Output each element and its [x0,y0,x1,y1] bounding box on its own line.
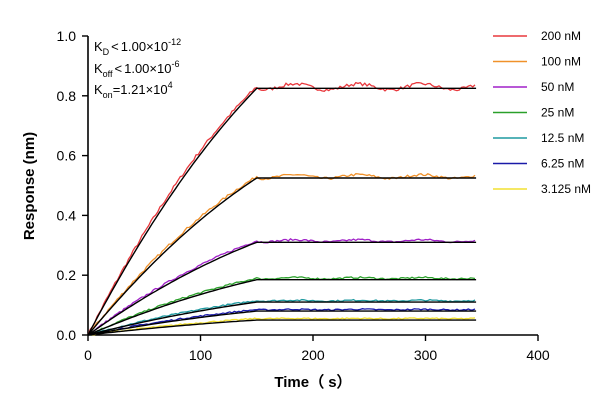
series-line-3-125nM [87,317,476,336]
series-line-200nM [87,81,476,336]
fit-curve-0 [87,87,477,336]
kd-mant: 1.00×10 [121,39,168,54]
legend-label-0: 200 nM [541,29,581,43]
koff-sub: off [103,69,113,79]
legend-label-6: 3.125 nM [541,182,591,196]
koff-k: K [94,61,103,76]
koff-rel: < [115,61,123,76]
legend-label-1: 100 nM [541,55,581,69]
kon-mant: 1.21×10 [120,82,167,97]
kd-k: K [94,39,103,54]
fit-curve-1 [87,177,477,336]
fit-curve-3 [87,279,477,336]
series-line-12-5nM [87,298,476,336]
fit-curve-4 [87,301,477,336]
series-line-50nM [87,237,476,336]
legend: 200 nM 100 nM 50 nM 25 nM 12.5 nM 6.25 nM 3.12… [493,29,591,196]
y-tick-label-2: 0.4 [57,207,77,223]
legend-label-4: 12.5 nM [541,131,584,145]
series-line-25nM [87,275,476,336]
y-tick-label-1: 0.2 [57,267,77,283]
kon-rel: = [113,82,121,97]
fit-layer [87,87,477,336]
kd-annotation: KD <1.00×10-12 [94,37,181,57]
legend-label-3: 25 nM [541,106,574,120]
kon-sub: on [103,90,113,100]
legend-label-2: 50 nM [541,80,574,94]
y-ticks: 0.0 0.2 0.4 0.6 0.8 1.0 [57,28,88,343]
y-tick-label-0: 0.0 [57,327,77,343]
fit-curve-6 [87,319,477,336]
kon-exp: 4 [168,80,173,90]
kd-exp: -12 [168,37,181,47]
y-tick-label-5: 1.0 [57,28,77,44]
x-tick-label-3: 300 [414,347,438,363]
koff-mant: 1.00×10 [124,61,171,76]
koff-annotation: Koff <1.00×10-6 [94,59,179,79]
y-axis-title: Response (nm) [21,132,38,240]
koff-exp: -6 [171,59,179,69]
x-axis-title: Time（ s） [274,373,351,391]
x-tick-label-0: 0 [84,347,92,363]
x-tick-label-1: 100 [189,347,213,363]
y-tick-label-4: 0.8 [57,88,77,104]
kd-sub: D [103,47,110,57]
kinetics-annotation: KD <1.00×10-12 Koff <1.00×10-6 Kon=1.21×10… [94,37,181,100]
kd-rel: < [111,39,119,54]
series-line-6-25nM [87,308,476,336]
fit-curve-5 [87,310,477,336]
y-tick-label-3: 0.6 [57,148,77,164]
x-ticks: 0 100 200 300 400 [84,335,550,363]
kon-annotation: Kon=1.21×104 [94,80,173,100]
series-line-100nM [87,173,476,336]
fit-curve-2 [87,241,477,336]
x-tick-label-2: 200 [301,347,325,363]
legend-label-5: 6.25 nM [541,157,584,171]
kon-k: K [94,82,103,97]
x-tick-label-4: 400 [526,347,550,363]
